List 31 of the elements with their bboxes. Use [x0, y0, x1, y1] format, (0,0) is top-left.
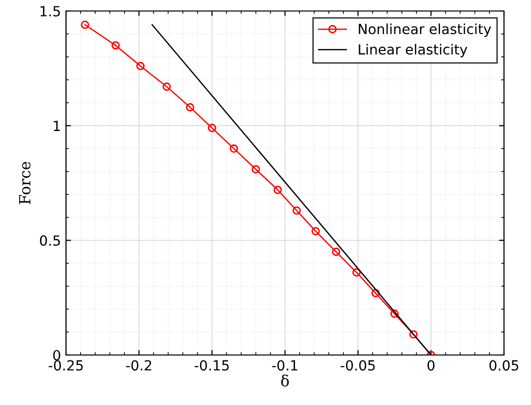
y-tick-label: 0.5	[40, 235, 60, 246]
y-tick-label: 1	[54, 120, 60, 131]
y-axis-title: Force	[19, 162, 31, 204]
legend-label: Nonlinear elasticity	[358, 24, 492, 37]
y-tick-label: 1.5	[40, 6, 60, 16]
point	[208, 124, 216, 132]
x-tick-label: -0.2	[126, 360, 152, 371]
x-tick-label: -0.15	[194, 360, 229, 371]
x-tick-label: 0.05	[489, 360, 518, 371]
x-tick-label: 0	[427, 360, 434, 371]
y-tick-label: 0	[53, 350, 60, 360]
point	[292, 206, 301, 215]
point	[371, 288, 380, 298]
point	[352, 268, 361, 277]
point	[162, 82, 171, 91]
point	[274, 186, 282, 194]
point	[409, 330, 418, 339]
point	[311, 226, 320, 236]
x-tick-label: -0.05	[340, 360, 375, 371]
point	[230, 144, 238, 153]
x-tick-label: -0.1	[272, 360, 298, 371]
point	[390, 310, 399, 318]
point	[332, 248, 340, 256]
point	[80, 20, 90, 29]
point	[111, 41, 120, 50]
point	[136, 62, 145, 70]
point	[186, 103, 194, 112]
x-axis-title: δ	[281, 374, 289, 387]
point	[252, 165, 260, 174]
x-tick-label: -0.25	[48, 360, 83, 371]
legend-label: Linear elasticity	[358, 44, 468, 58]
